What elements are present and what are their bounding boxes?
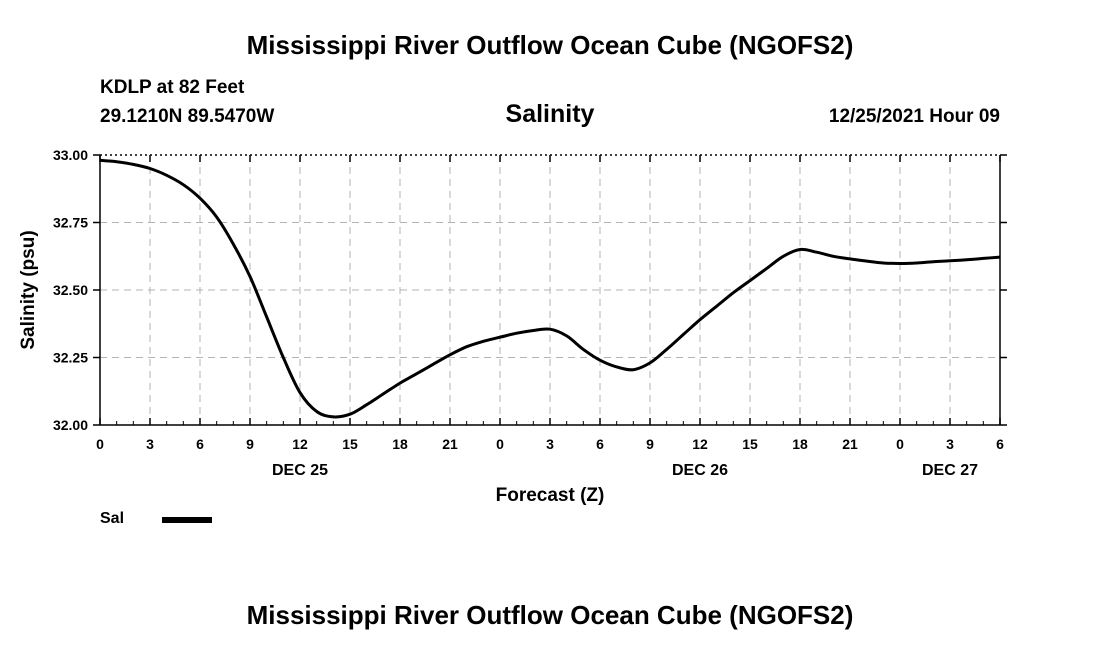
station-coords: 29.1210N 89.5470W — [100, 106, 275, 127]
x-tick-label: 0 — [96, 436, 104, 452]
footer-title: Mississippi River Outflow Ocean Cube (NG… — [246, 600, 854, 630]
x-day-label: DEC 26 — [672, 462, 728, 479]
x-tick-label: 18 — [792, 436, 808, 452]
x-tick-label: 0 — [896, 436, 904, 452]
legend-label: Sal — [100, 510, 125, 527]
axis-labels: 0 3 6 9 12 15 18 21 0 3 6 9 12 15 18 21 0 3 6 DEC 25 DEC 26 D… — [18, 147, 1004, 506]
x-tick-label: 6 — [596, 436, 604, 452]
x-tick-label: 15 — [342, 436, 358, 452]
chart-title: Salinity — [505, 100, 595, 128]
x-tick-label: 6 — [996, 436, 1004, 452]
x-day-label: DEC 27 — [922, 462, 978, 479]
x-tick-label: 9 — [646, 436, 654, 452]
x-tick-label: 3 — [946, 436, 954, 452]
x-tick-label: 12 — [292, 436, 308, 452]
salinity-chart: 0 3 6 9 12 15 18 21 0 3 6 9 12 15 18 21 0 3 6 DEC 25 DEC 26 D… — [18, 147, 1007, 506]
x-tick-label: 3 — [146, 436, 154, 452]
y-tick-label: 33.00 — [53, 147, 88, 163]
x-tick-label: 15 — [742, 436, 758, 452]
series-layer — [99, 158, 1001, 419]
x-tick-label: 21 — [442, 436, 458, 452]
x-tick-label: 9 — [246, 436, 254, 452]
axes — [93, 154, 1007, 426]
y-tick-label: 32.75 — [53, 215, 88, 231]
y-tick-label: 32.50 — [53, 282, 88, 298]
x-tick-label: 12 — [692, 436, 708, 452]
main-title: Mississippi River Outflow Ocean Cube (NG… — [246, 30, 854, 60]
y-axis-title: Salinity (psu) — [18, 230, 39, 349]
run-time: 12/25/2021 Hour 09 — [828, 106, 1000, 127]
station-label: KDLP at 82 Feet — [100, 77, 245, 98]
x-tick-label: 6 — [196, 436, 204, 452]
x-tick-label: 3 — [546, 436, 554, 452]
x-day-label: DEC 25 — [272, 462, 328, 479]
series-line-sal — [99, 158, 1001, 419]
x-tick-label: 0 — [496, 436, 504, 452]
x-tick-label: 21 — [842, 436, 858, 452]
x-axis-title: Forecast (Z) — [496, 485, 605, 506]
y-tick-label: 32.25 — [53, 350, 88, 366]
x-tick-label: 18 — [392, 436, 408, 452]
y-tick-label: 32.00 — [53, 417, 88, 433]
legend-line-swatch — [162, 517, 212, 523]
grid-lines — [100, 155, 1000, 425]
